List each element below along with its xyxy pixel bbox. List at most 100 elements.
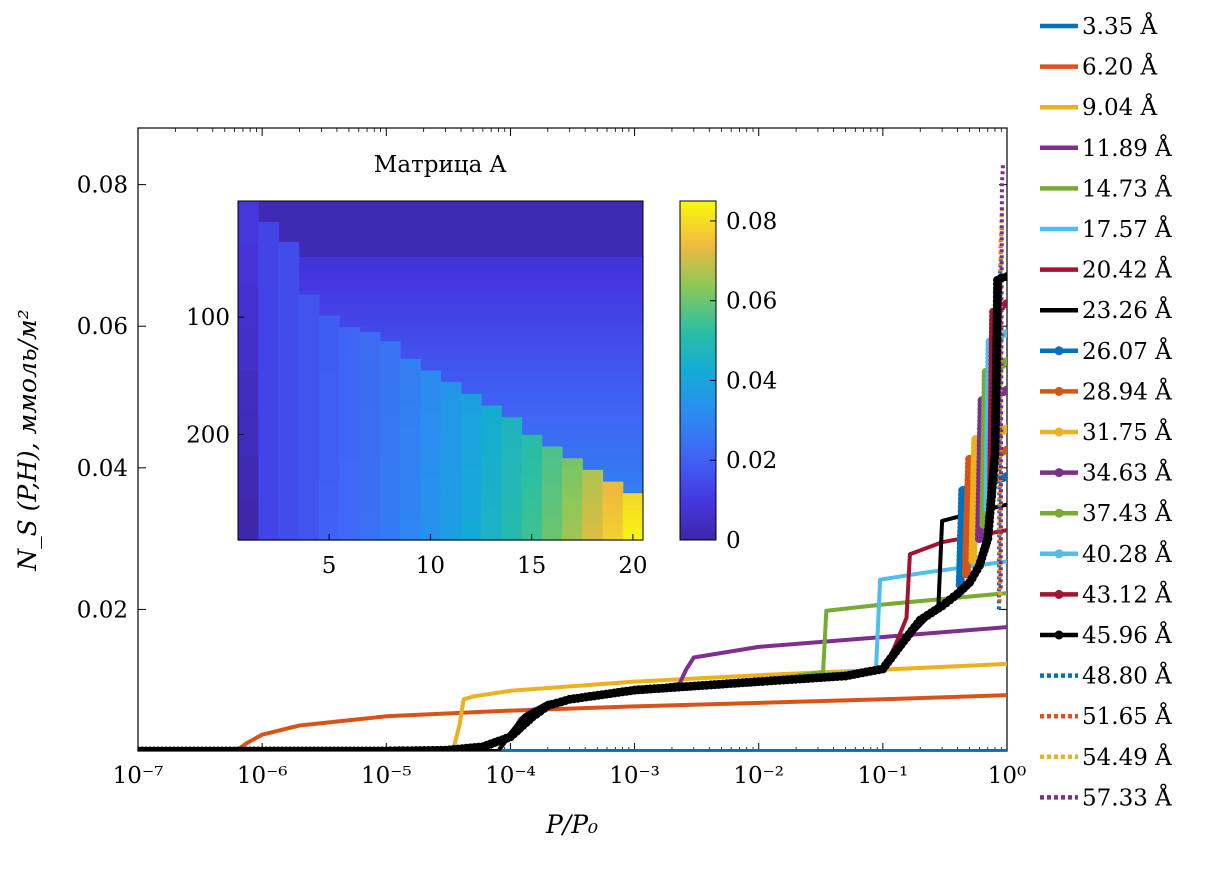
heatmap-cell [501,432,523,449]
heatmap-cell [400,426,421,450]
inset-x-tick-label: 10 [416,553,445,579]
colorbar-tick-label: 0.04 [726,368,777,394]
heatmap-cell [501,463,523,480]
heatmap-cell [501,494,523,510]
heatmap-cell [582,522,604,532]
heatmap-cell [440,461,462,482]
series-marker [1002,299,1007,309]
heatmap-cell [622,510,644,518]
heatmap-cell [440,520,462,541]
heatmap-cell [339,433,361,461]
heatmap-cell [278,241,300,280]
heatmap-cell [400,358,421,382]
heatmap-cell [258,460,280,501]
heatmap-cell [501,447,523,464]
heatmap-cell [521,434,543,449]
inset-frame [237,200,644,541]
legend-marker [1054,427,1064,437]
y-tick-labels: 0.02 0.04 0.06 0.08 [77,173,128,624]
x-tick-label: 10⁻² [733,763,784,789]
heatmap-cell [238,328,259,372]
heatmap-cell [359,488,381,515]
x-tick-label: 10⁻⁵ [361,763,412,789]
heatmap-cell [278,316,300,355]
heatmap-cell [562,519,583,531]
heatmap-cell [541,493,563,506]
x-tick-label: 10⁻⁴ [485,763,536,789]
heatmap-cell [278,353,300,392]
heatmap-cell [562,468,583,480]
heatmap-cell [238,336,643,348]
heatmap-cell [501,417,523,434]
heatmap-cell [319,343,340,373]
legend: 3.35 Å 6.20 Å 9.04 Å 11.89 Å 14.73 Å 17.57 Å 2… [1040,12,1172,811]
heatmap-cell [379,515,401,541]
heatmap-cell [238,497,259,541]
main-series-group [138,163,1007,751]
heatmap-cell [379,440,401,466]
heatmap-cell [562,458,583,469]
legend-label: 43.12 Å [1082,580,1172,608]
heatmap-cell [339,486,361,514]
heatmap-cell [582,487,604,497]
heatmap-cell [420,370,442,393]
heatmap-cell [521,474,543,488]
heatmap-cell [379,465,401,491]
heatmap-cell [541,516,563,529]
y-axis-title: N_S (P,H), ммоль/м² [13,309,42,572]
heatmap-cell [298,447,320,480]
heatmap-cell [319,371,340,401]
heatmap-cell [582,531,604,541]
heatmap-cell [481,422,502,440]
inset-x-tick-label: 20 [618,553,647,579]
heatmap-cell [622,528,644,535]
heatmap-cell [258,500,280,541]
x-tick-labels: 10⁻⁷ 10⁻⁶ 10⁻⁵ 10⁻⁴ 10⁻³ 10⁻² 10⁻¹ 10⁰ [113,763,1027,789]
heatmap-cell [582,504,604,515]
heatmap-cell [379,490,401,516]
heatmap-cell [319,511,340,541]
heatmap-cell [278,428,300,467]
heatmap-cell [602,503,624,512]
legend-label: 28.94 Å [1082,377,1172,405]
heatmap-cell [602,510,624,519]
heatmap-cell [501,524,523,541]
heatmap-cell [298,417,320,449]
heatmap-cell [339,327,361,355]
y-tick-label: 0.02 [77,597,128,623]
legend-label: 40.28 Å [1082,540,1172,568]
heatmap-cell [258,261,280,303]
heatmap-cell [622,522,644,529]
heatmap-cell [278,279,300,318]
heatmap-cell [602,488,624,497]
heatmap-cell [339,513,361,541]
legend-marker [1054,386,1064,396]
inset-heatmap [238,201,644,541]
heatmap-cell [460,393,482,413]
heatmap-cell [541,469,563,483]
y-tick-label: 0.04 [77,456,128,482]
series-line [998,163,1006,589]
heatmap-cell [238,291,643,304]
heatmap-cell [440,421,462,442]
y-tick-label: 0.06 [77,314,128,340]
heatmap-cell [359,357,381,385]
heatmap-cell [622,493,644,500]
heatmap-cell [582,513,604,524]
inset-x-tick-label: 5 [322,553,337,579]
heatmap-cell [258,381,280,422]
heatmap-cell [319,455,340,485]
legend-label: 20.42 Å [1082,256,1172,284]
x-tick-label: 10⁻³ [609,763,660,789]
heatmap-cell [379,366,401,392]
legend-label: 17.57 Å [1082,215,1172,243]
heatmap-cell [238,285,259,329]
legend-label: 51.65 Å [1082,702,1172,730]
heatmap-cell [602,518,624,526]
heatmap-cell [420,412,442,435]
heatmap-cell [521,461,543,475]
legend-label: 9.04 Å [1082,93,1158,121]
heatmap-cell [238,245,643,258]
inset-y-tick-labels: 100 200 [186,305,244,448]
heatmap-cell [460,503,482,523]
